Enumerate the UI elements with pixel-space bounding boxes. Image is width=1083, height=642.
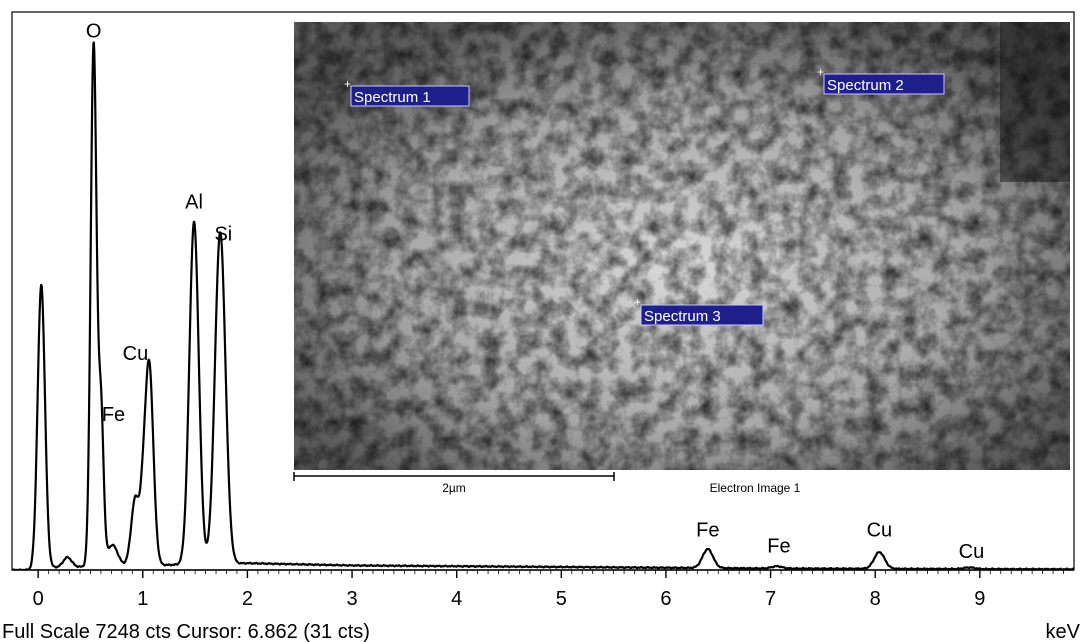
x-tick-label: 4 [451,588,462,610]
peak-label-fe: Fe [767,536,790,558]
x-tick-label: 3 [346,588,357,610]
x-axis-unit-label: keV [1046,621,1081,642]
x-tick-label: 2 [242,588,253,610]
spectrum-line [12,41,1074,570]
spectrum-1-label: Spectrum 1 [354,89,431,106]
x-tick-label: 1 [137,588,148,610]
full-scale-cursor-readout: Full Scale 7248 cts Cursor: 6.862 (31 ct… [2,621,370,642]
peak-label-si: Si [214,223,232,245]
x-tick-label: 8 [870,588,881,610]
x-tick-label: 7 [765,588,776,610]
spectrum-2-marker: + Spectrum 2 [817,65,945,95]
spectrum-2-label: Spectrum 2 [827,77,904,94]
x-tick-label: 0 [33,588,44,610]
spectrum-1-marker: + Spectrum 1 [344,77,470,107]
x-tick-label: 6 [660,588,671,610]
svg-text:+: + [817,65,824,79]
electron-image-caption: Electron Image 1 [710,481,801,495]
spectrum-3-marker: + Spectrum 3 [634,295,764,326]
svg-text:+: + [634,295,641,309]
peak-label-cu: Cu [867,520,893,542]
peak-label-al: Al [185,192,203,214]
electron-image-inset: + Spectrum 1 + Spectrum 2 + Spectrum 3 2… [293,22,1070,495]
x-axis-ticks: 0 1 2 3 4 5 6 7 8 9 [33,570,1064,610]
x-tick-label: 9 [974,588,985,610]
spectrum-3-label: Spectrum 3 [644,308,721,325]
peak-label-fe: Fe [102,404,125,426]
sem-image-shadow [1000,22,1070,182]
x-tick-label: 5 [556,588,567,610]
svg-text:+: + [344,77,351,91]
peak-labels: O Al Si Cu Fe Fe Fe Cu Cu [86,21,984,563]
peak-label-cu: Cu [959,541,985,563]
peak-label-fe: Fe [696,520,719,542]
scale-bar-label: 2µm [442,481,466,495]
peak-label-o: O [86,21,102,43]
peak-label-cu: Cu [123,343,149,365]
